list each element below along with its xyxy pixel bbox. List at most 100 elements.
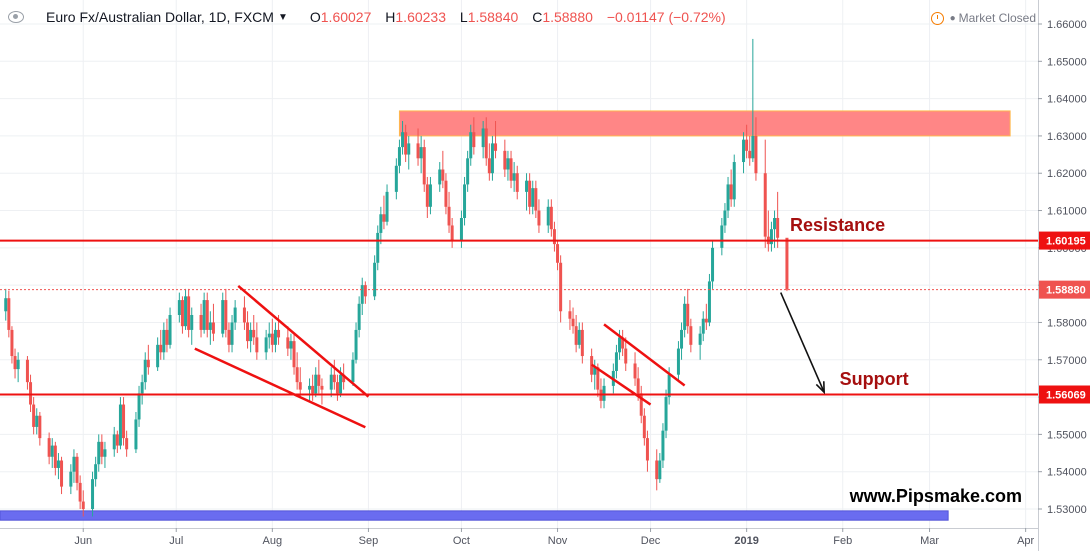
candle-body xyxy=(723,210,727,226)
candle xyxy=(115,430,119,454)
candle-body xyxy=(156,344,160,368)
candle-body xyxy=(292,341,296,368)
candle-body xyxy=(134,419,138,450)
candle-body xyxy=(32,404,36,427)
candle xyxy=(658,453,662,483)
candle-body xyxy=(528,180,532,207)
candle-body xyxy=(444,180,448,207)
candle-body xyxy=(103,449,107,457)
candle-body xyxy=(97,441,101,465)
candle xyxy=(376,225,380,271)
candle-body xyxy=(320,385,324,390)
candle-body xyxy=(556,244,560,263)
market-status: ● Market Closed xyxy=(930,11,1036,25)
candle xyxy=(639,385,643,424)
candle xyxy=(698,326,702,360)
candle-series xyxy=(4,38,789,517)
candle-body xyxy=(614,352,618,371)
candle-body xyxy=(329,374,333,390)
candle xyxy=(428,176,432,215)
candle xyxy=(419,135,423,174)
symbol-title[interactable]: Euro Fx/Australian Dollar, 1D, FXCM xyxy=(46,9,274,25)
candle-body xyxy=(125,438,129,450)
candle xyxy=(168,307,172,349)
chart-grid xyxy=(0,0,1038,528)
candle xyxy=(689,318,693,353)
trendline xyxy=(194,347,366,429)
candle xyxy=(447,191,451,233)
time-tick-label: Jun xyxy=(74,535,92,547)
candle-body xyxy=(593,367,597,375)
candle-body xyxy=(481,128,485,148)
candle-body xyxy=(407,143,411,155)
candle xyxy=(463,176,467,226)
trendline xyxy=(237,284,370,398)
candle xyxy=(469,124,473,166)
candle xyxy=(221,292,225,338)
time-tick-label: Nov xyxy=(548,535,568,547)
candle-body xyxy=(308,385,312,390)
candle-body xyxy=(277,329,281,338)
candle-body xyxy=(53,445,57,468)
candle xyxy=(69,464,73,495)
candle-body xyxy=(552,229,556,245)
candle-body xyxy=(242,307,246,323)
candle-body xyxy=(618,337,622,353)
candle xyxy=(531,180,535,215)
chevron-down-icon[interactable]: ▼ xyxy=(277,11,288,23)
candle-body xyxy=(221,300,225,334)
candle-body xyxy=(580,329,584,357)
candle xyxy=(704,303,708,330)
candle-body xyxy=(184,296,188,327)
candle-body xyxy=(162,329,166,353)
candle xyxy=(190,307,194,345)
price-tick-label: 1.57000 xyxy=(1047,355,1087,367)
candle-body xyxy=(484,128,488,159)
candle-body xyxy=(376,232,380,263)
candle-body xyxy=(447,206,451,226)
candle-body xyxy=(664,397,668,431)
candle xyxy=(314,367,318,398)
candle xyxy=(512,162,516,192)
candle-body xyxy=(596,367,600,390)
candle xyxy=(97,434,101,472)
price-tag-label: 1.60195 xyxy=(1046,236,1086,248)
candle-body xyxy=(47,438,51,457)
candle xyxy=(571,307,575,334)
candle-body xyxy=(379,214,383,233)
candle-body xyxy=(416,143,420,159)
candle-body xyxy=(38,415,42,439)
candle xyxy=(75,453,79,491)
candle-body xyxy=(546,206,550,226)
candle-body xyxy=(159,344,163,353)
candle xyxy=(416,128,420,166)
candle-body xyxy=(211,322,215,334)
candle xyxy=(47,432,51,465)
candle-body xyxy=(382,214,386,222)
candle xyxy=(298,367,302,398)
candle xyxy=(162,322,166,360)
candle xyxy=(407,135,411,170)
candle-body xyxy=(339,374,343,394)
candle xyxy=(156,337,160,371)
candle-body xyxy=(35,415,39,427)
candle xyxy=(766,210,770,252)
eye-icon[interactable] xyxy=(8,11,24,23)
candle-body xyxy=(636,378,640,394)
candle xyxy=(311,374,315,401)
candle-body xyxy=(621,337,625,349)
candle xyxy=(509,150,513,189)
candle xyxy=(711,240,715,289)
candle xyxy=(112,426,116,457)
candle xyxy=(745,124,749,159)
price-tick-label: 1.65000 xyxy=(1047,56,1087,68)
candle-body xyxy=(13,356,17,370)
bottom-band xyxy=(0,510,949,521)
candle-body xyxy=(397,147,401,166)
candle xyxy=(25,356,29,390)
candle xyxy=(385,184,389,226)
candle-body xyxy=(332,374,336,383)
time-tick-label: Aug xyxy=(263,535,283,547)
candle-body xyxy=(360,285,364,304)
